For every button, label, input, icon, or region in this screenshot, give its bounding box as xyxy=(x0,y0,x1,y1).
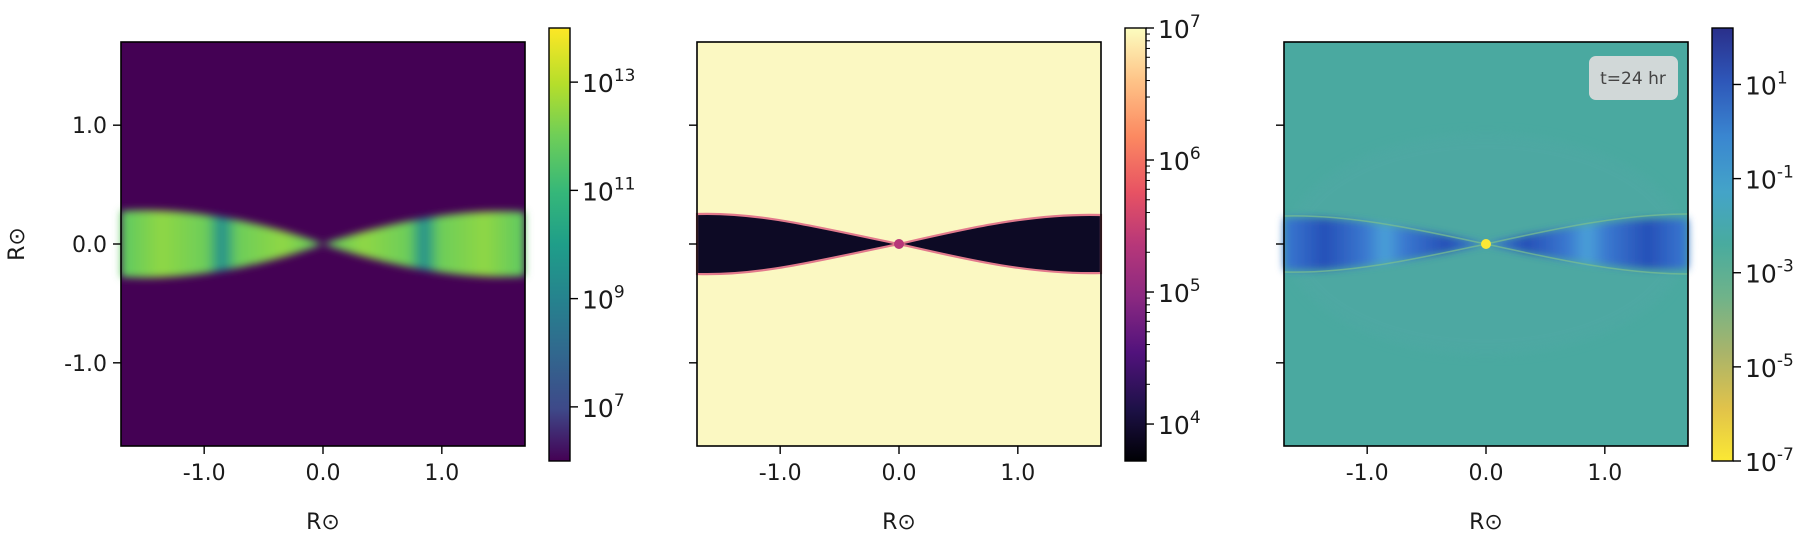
panel-3-xtick-label: 1.0 xyxy=(1587,461,1622,486)
panel-3-cbtick-label: 101 xyxy=(1745,68,1788,100)
panel-3-xlabel: R⊙ xyxy=(1469,510,1503,535)
panel-1: -1.0 0.0 1.0 1.0 0.0 -1.0 R⊙ R⊙ 1013 1011 109 1… xyxy=(5,27,635,535)
panel-1-ytick-label: 1.0 xyxy=(72,114,107,139)
panel-3-cbtick-label: 10-3 xyxy=(1745,257,1794,289)
panel-3-disk xyxy=(1284,217,1688,271)
panel-2-xtick-label: 0.0 xyxy=(882,461,917,486)
panel-1-colorbar xyxy=(548,27,571,462)
panel-3: t=24 hr -1.0 0.0 1.0 R⊙ 101 10-1 10-3 10-5 10-… xyxy=(1276,27,1794,535)
panel-1-cbtick-label: 109 xyxy=(582,283,625,315)
panel-1-cbtick-label: 107 xyxy=(582,391,625,423)
panel-1-ytick-label: 0.0 xyxy=(72,233,107,258)
panel-3-annotation-box: t=24 hr xyxy=(1589,56,1678,100)
panel-1-cbtick-label: 1011 xyxy=(582,174,635,206)
panel-2-cbtick-label: 106 xyxy=(1158,144,1201,176)
panel-1-xlabel: R⊙ xyxy=(306,510,340,535)
panel-3-xtick-label: 0.0 xyxy=(1469,461,1504,486)
panel-2-xtick-label: -1.0 xyxy=(759,461,802,486)
panel-1-cbtick-label: 1013 xyxy=(582,66,635,98)
panel-1-disk xyxy=(121,210,525,278)
panel-3-cbtick-label: 10-1 xyxy=(1745,163,1794,195)
panel-2: -1.0 0.0 1.0 R⊙ 107 106 105 104 xyxy=(689,12,1201,535)
panel-1-xtick-label: -1.0 xyxy=(183,461,226,486)
panel-3-xtick-label: -1.0 xyxy=(1346,461,1389,486)
panel-2-cbtick-label: 105 xyxy=(1158,276,1201,308)
panel-1-ylabel: R⊙ xyxy=(5,227,30,261)
panel-2-colorbar xyxy=(1124,27,1147,462)
panel-3-point-source xyxy=(1481,239,1491,249)
panel-2-cbtick-label: 107 xyxy=(1158,12,1201,44)
panel-2-cbtick-label: 104 xyxy=(1158,408,1201,440)
panel-1-ytick-label: -1.0 xyxy=(64,352,107,377)
panel-3-colorbar xyxy=(1711,27,1734,462)
panel-3-cbtick-label: 10-7 xyxy=(1745,445,1794,477)
panel-2-disk xyxy=(695,212,1103,276)
panel-3-cbtick-label: 10-5 xyxy=(1745,351,1794,383)
panel-1-xtick-label: 0.0 xyxy=(306,461,341,486)
panel-2-xlabel: R⊙ xyxy=(882,510,916,535)
panel-2-xtick-label: 1.0 xyxy=(1000,461,1035,486)
panel-3-annotation: t=24 hr xyxy=(1600,69,1666,89)
panel-1-xtick-label: 1.0 xyxy=(424,461,459,486)
